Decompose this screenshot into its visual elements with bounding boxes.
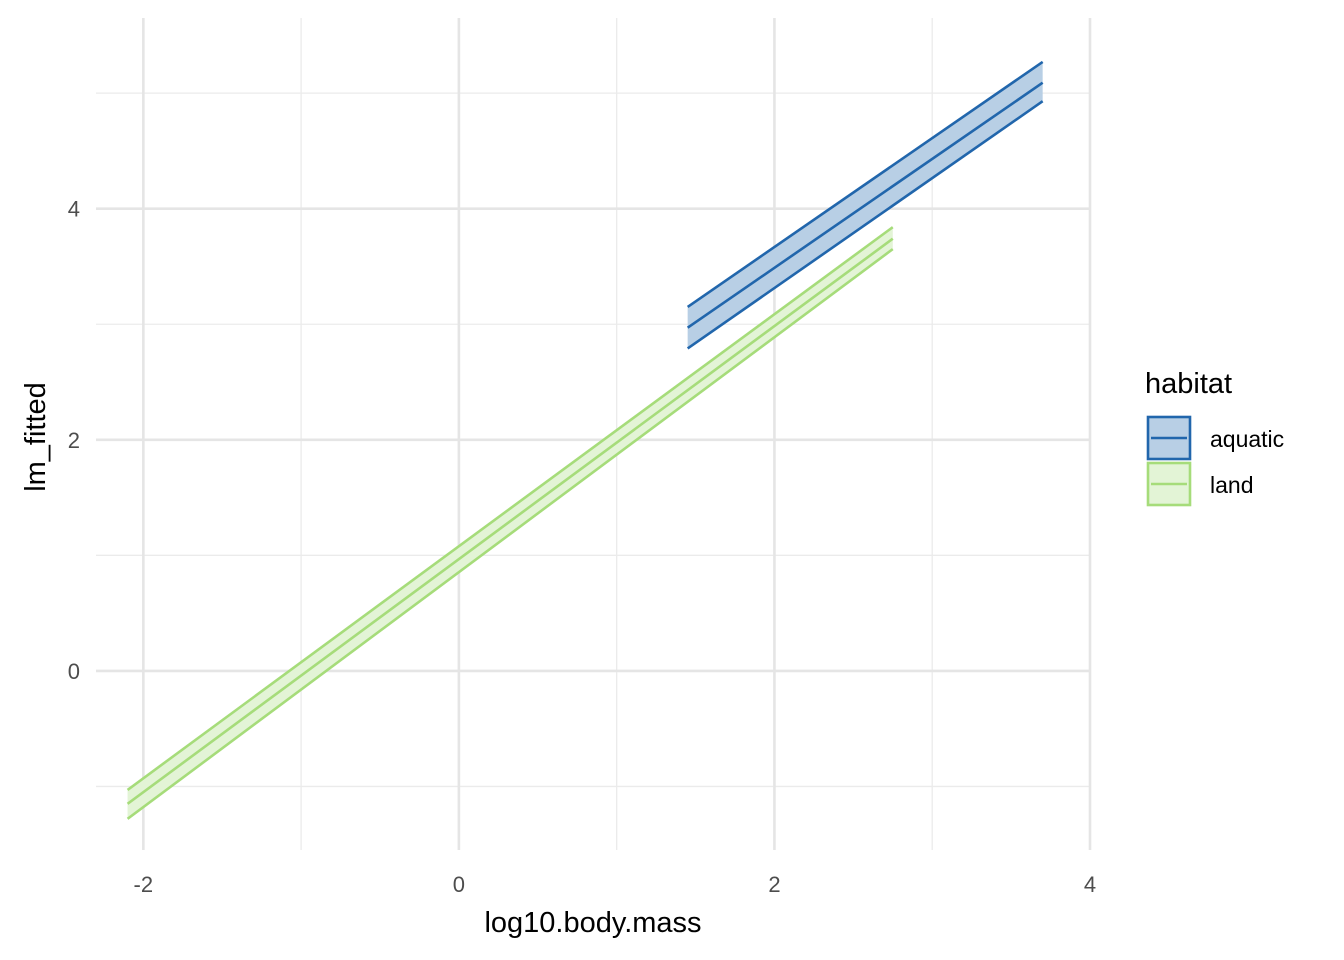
fit-line-aquatic <box>686 81 1044 329</box>
x-tick-label: 2 <box>768 872 780 897</box>
legend: habitat aquatic land <box>1145 368 1284 507</box>
x-tick-labels: -2 0 2 4 <box>134 872 1097 897</box>
legend-item-aquatic: aquatic <box>1146 415 1284 461</box>
lower-bound-line-land <box>126 248 894 820</box>
x-tick-label: 0 <box>453 872 465 897</box>
legend-items: aquatic land <box>1146 415 1284 507</box>
lower-bound-line-aquatic <box>686 100 1044 350</box>
y-axis-title: lm_fitted <box>20 382 52 492</box>
series-aquatic <box>686 60 1044 350</box>
legend-title: habitat <box>1145 368 1232 400</box>
fit-line-land <box>126 237 894 805</box>
grid-major <box>96 18 1092 850</box>
series-layer <box>126 60 1044 820</box>
y-tick-label: 0 <box>68 659 80 684</box>
legend-label-aquatic: aquatic <box>1210 426 1284 452</box>
upper-bound-line-land <box>126 226 894 791</box>
y-tick-label: 4 <box>68 197 80 222</box>
y-tick-labels: 0 2 4 <box>68 197 80 684</box>
upper-bound-line-aquatic <box>686 60 1044 308</box>
y-tick-label: 2 <box>68 428 80 453</box>
series-land <box>126 226 894 820</box>
x-tick-label: 4 <box>1084 872 1096 897</box>
legend-item-land: land <box>1146 461 1253 507</box>
x-tick-label: -2 <box>134 872 154 897</box>
legend-label-land: land <box>1210 472 1253 498</box>
x-axis-title: log10.body.mass <box>484 907 701 939</box>
confidence-band-land <box>127 227 893 819</box>
